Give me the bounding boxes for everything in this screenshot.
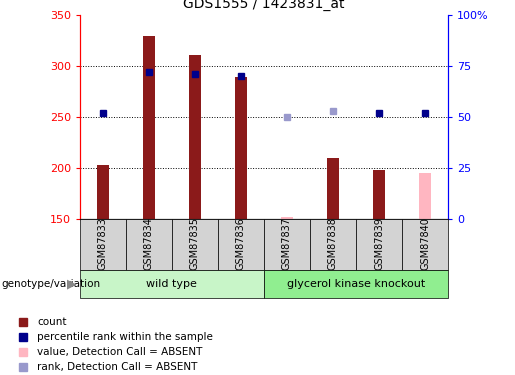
Bar <box>218 219 264 270</box>
Text: value, Detection Call = ABSENT: value, Detection Call = ABSENT <box>37 347 202 357</box>
Bar <box>264 270 448 298</box>
Bar <box>80 219 126 270</box>
Bar <box>235 77 247 219</box>
Text: genotype/variation: genotype/variation <box>1 279 100 289</box>
Bar <box>143 36 154 219</box>
Text: rank, Detection Call = ABSENT: rank, Detection Call = ABSENT <box>37 362 198 372</box>
Bar <box>281 217 293 219</box>
Text: wild type: wild type <box>146 279 197 289</box>
Bar <box>327 158 339 219</box>
Text: glycerol kinase knockout: glycerol kinase knockout <box>287 279 425 289</box>
Bar <box>419 173 431 219</box>
Bar <box>356 219 402 270</box>
Text: count: count <box>37 317 67 327</box>
Bar <box>172 219 218 270</box>
Bar <box>189 55 201 219</box>
Bar <box>80 270 264 298</box>
Text: GSM87834: GSM87834 <box>144 217 154 270</box>
Text: GSM87840: GSM87840 <box>420 217 430 270</box>
Text: ▶: ▶ <box>66 278 76 291</box>
Text: GSM87833: GSM87833 <box>98 217 108 270</box>
Bar <box>402 219 448 270</box>
Text: GSM87839: GSM87839 <box>374 217 384 270</box>
Bar <box>97 165 109 219</box>
Bar <box>264 219 310 270</box>
Text: GSM87837: GSM87837 <box>282 217 292 270</box>
Text: percentile rank within the sample: percentile rank within the sample <box>37 332 213 342</box>
Bar <box>310 219 356 270</box>
Text: GSM87838: GSM87838 <box>328 217 338 270</box>
Bar <box>126 219 172 270</box>
Title: GDS1555 / 1423831_at: GDS1555 / 1423831_at <box>183 0 345 11</box>
Bar <box>373 170 385 219</box>
Text: GSM87836: GSM87836 <box>236 217 246 270</box>
Text: GSM87835: GSM87835 <box>190 217 200 270</box>
